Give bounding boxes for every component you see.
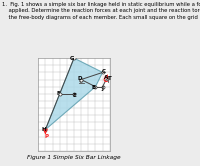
- Text: E: E: [72, 93, 76, 98]
- Text: A: A: [104, 76, 108, 81]
- Text: D: D: [77, 76, 82, 81]
- Polygon shape: [106, 78, 108, 82]
- Text: F: F: [56, 91, 60, 96]
- Text: 1.  Fig. 1 shows a simple six bar linkage held in static equilibrium while a for: 1. Fig. 1 shows a simple six bar linkage…: [2, 2, 200, 20]
- Text: P: P: [45, 134, 49, 139]
- Text: J: J: [102, 86, 104, 91]
- Text: B: B: [92, 85, 96, 90]
- Polygon shape: [71, 56, 77, 58]
- Circle shape: [80, 81, 82, 83]
- Text: G: G: [70, 56, 74, 61]
- Text: C: C: [102, 69, 106, 74]
- Polygon shape: [45, 58, 103, 130]
- Text: T: T: [108, 76, 112, 81]
- Polygon shape: [79, 80, 83, 81]
- Text: Figure 1 Simple Six Bar Linkage: Figure 1 Simple Six Bar Linkage: [27, 155, 121, 160]
- Text: H: H: [42, 127, 46, 132]
